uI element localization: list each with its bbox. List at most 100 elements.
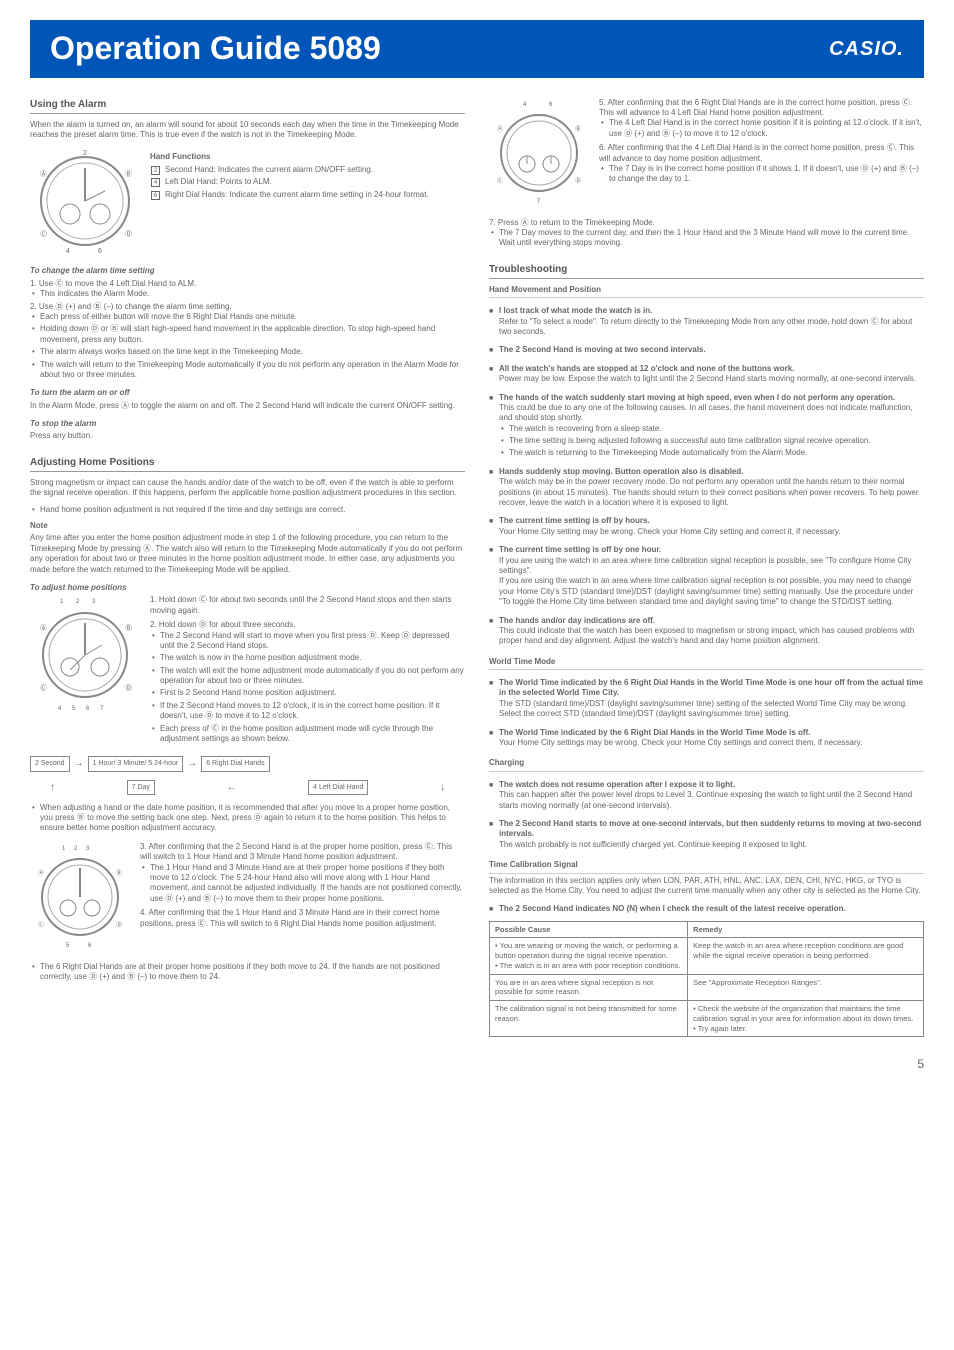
d5: 5. After confirming that the 6 Right Dia… xyxy=(599,98,924,119)
content-columns: Using the Alarm When the alarm is turned… xyxy=(30,98,924,1038)
a2b1: Each press of either button will move th… xyxy=(30,312,465,322)
r3c2: • Check the website of the organization … xyxy=(688,1001,924,1037)
q5: The current time setting is off by hours… xyxy=(489,516,924,526)
svg-text:Ⓑ: Ⓑ xyxy=(125,624,132,632)
q3a: This could be due to any one of the foll… xyxy=(489,403,924,424)
q7: The hands and/or day indications are off… xyxy=(489,616,924,626)
seq-hour-min: 1 Hour/ 3 Minute/ 5 24-hour xyxy=(88,756,184,771)
w1a: The STD (standard time)/DST (daylight sa… xyxy=(489,699,924,720)
svg-text:Ⓓ: Ⓓ xyxy=(116,921,122,929)
w1: The World Time indicated by the 6 Right … xyxy=(489,678,924,699)
q6: The current time setting is off by one h… xyxy=(489,545,924,555)
b1: In the Alarm Mode, press Ⓐ to toggle the… xyxy=(30,401,465,411)
q1: I lost track of what mode the watch is i… xyxy=(489,306,924,316)
q2: The 2 Second Hand is moving at two secon… xyxy=(489,345,924,355)
th-remedy: Remedy xyxy=(688,921,924,938)
q6b: If you are using the watch in an area wh… xyxy=(489,576,924,607)
tcs2: The 2 Second Hand indicates NO (N) when … xyxy=(489,904,924,914)
svg-text:1: 1 xyxy=(62,846,66,852)
svg-text:6: 6 xyxy=(549,102,553,108)
d5b1: The 4 Left Dial Hand is in the correct h… xyxy=(599,118,924,139)
d3b1: The 1 Hour Hand and 3 Minute Hand are at… xyxy=(140,863,465,905)
q3b1: The watch is recovering from a sleep sta… xyxy=(499,424,924,434)
adjusting-home-title: Adjusting Home Positions xyxy=(30,456,465,472)
seq-second: 2 Second xyxy=(30,756,70,771)
svg-text:Ⓓ: Ⓓ xyxy=(125,684,132,692)
a2b2: Holding down Ⓓ or Ⓑ will start high-spee… xyxy=(30,324,465,345)
a1b: This indicates the Alarm Mode. xyxy=(30,289,465,299)
change-alarm-subhead: To change the alarm time setting xyxy=(30,266,465,276)
foot-note: The 6 Right Dial Hands are at their prop… xyxy=(30,962,465,983)
turn-alarm-subhead: To turn the alarm on or off xyxy=(30,388,465,398)
hf-right-dial: 6Right Dial Hands: Indicate the current … xyxy=(150,190,429,200)
svg-text:2: 2 xyxy=(74,846,78,852)
ah-intro: Strong magnetism or impact can cause the… xyxy=(30,478,465,499)
right-column: 4 6 Ⓐ Ⓑ Ⓒ Ⓓ 7 5. After confirming that t… xyxy=(489,98,924,1038)
home-pos-watch-row: 1 2 3 Ⓐ Ⓑ Ⓒ Ⓓ 4 5 6 7 1. Hold down xyxy=(30,595,465,746)
a2b3: The alarm always works based on the time… xyxy=(30,347,465,357)
watch-diagram-1: 2 Ⓐ Ⓑ Ⓒ Ⓓ 4 6 xyxy=(30,146,140,256)
d4: 4. After confirming that the 1 Hour Hand… xyxy=(140,908,465,929)
tcs1: The information in this section applies … xyxy=(489,876,924,897)
time-cal-title: Time Calibration Signal xyxy=(489,860,924,873)
r1c2: Keep the watch in an area where receptio… xyxy=(688,938,924,974)
note-text: Any time after you enter the home positi… xyxy=(30,533,465,575)
c1a: This can happen after the power level dr… xyxy=(489,790,924,811)
d6b1: The 7 Day is in the correct home positio… xyxy=(599,164,924,185)
svg-text:Ⓐ: Ⓐ xyxy=(497,125,503,133)
table-row: • You are wearing or moving the watch, o… xyxy=(490,938,924,974)
q4: Hands suddenly stop moving. Button opera… xyxy=(489,467,924,477)
troubleshooting-title: Troubleshooting xyxy=(489,263,924,279)
banner-title: Operation Guide 5089 xyxy=(50,28,381,70)
confirm-watch-row: 123 Ⓐ Ⓑ Ⓒ Ⓓ 5 6 3. After confirming that… xyxy=(30,842,465,952)
charging-title: Charging xyxy=(489,758,924,771)
hf-second: 2Second Hand: Indicates the current alar… xyxy=(150,165,429,175)
d6: 6. After confirming that the 4 Left Dial… xyxy=(599,143,924,164)
q3: The hands of the watch suddenly start mo… xyxy=(489,393,924,403)
svg-text:6: 6 xyxy=(86,706,90,712)
r2c1: You are in an area where signal receptio… xyxy=(490,974,688,1001)
svg-text:2: 2 xyxy=(76,599,80,605)
d2: 2. Hold down Ⓓ for about three seconds. xyxy=(150,620,465,630)
hand-movement-title: Hand Movement and Position xyxy=(489,285,924,298)
d2b4: First is 2 Second Hand home position adj… xyxy=(150,688,465,698)
alarm-watch-row: 2 Ⓐ Ⓑ Ⓒ Ⓓ 4 6 Hand Functions 2Second Han… xyxy=(30,146,465,256)
watch-diagram-2: 1 2 3 Ⓐ Ⓑ Ⓒ Ⓓ 4 5 6 7 xyxy=(30,595,140,715)
a1: 1. Use Ⓒ to move the 4 Left Dial Hand to… xyxy=(30,279,465,289)
c2a: The watch probably is not sufficiently c… xyxy=(489,840,924,850)
svg-text:3: 3 xyxy=(92,599,96,605)
q6a: If you are using the watch in an area wh… xyxy=(489,556,924,577)
note-head: Note xyxy=(30,521,465,531)
svg-text:Ⓓ: Ⓓ xyxy=(575,177,581,185)
watch-diagram-4: 4 6 Ⓐ Ⓑ Ⓒ Ⓓ 7 xyxy=(489,98,589,208)
arrow-left-icon: ← xyxy=(227,781,237,794)
arrow-down-icon: ↓ xyxy=(440,781,445,794)
hf-left-dial: 4Left Dial Hand: Points to ALM. xyxy=(150,177,429,187)
right-steps: 5. After confirming that the 6 Right Dia… xyxy=(599,98,924,187)
hand-functions-title: Hand Functions xyxy=(150,152,429,162)
troubleshooting-table: Possible Cause Remedy • You are wearing … xyxy=(489,921,924,1038)
th-cause: Possible Cause xyxy=(490,921,688,938)
d2b6: Each press of Ⓒ in the home position adj… xyxy=(150,724,465,745)
world-time-title: World Time Mode xyxy=(489,657,924,670)
a2b4: The watch will return to the Timekeeping… xyxy=(30,360,465,381)
svg-text:Ⓑ: Ⓑ xyxy=(116,869,122,877)
d2b2: The watch is now in the home position ad… xyxy=(150,653,465,663)
q2b: All the watch's hands are stopped at 12 … xyxy=(489,364,924,374)
svg-text:Ⓐ: Ⓐ xyxy=(40,170,47,178)
table-row: The calibration signal is not being tran… xyxy=(490,1001,924,1037)
q5a: Your Home City setting may be wrong. Che… xyxy=(489,527,924,537)
q3b3: The watch is returning to the Timekeepin… xyxy=(499,448,924,458)
home-pos-steps: 1. Hold down Ⓒ for about two seconds unt… xyxy=(150,595,465,746)
c1: Press any button. xyxy=(30,431,465,441)
a2: 2. Use Ⓓ (+) and Ⓑ (–) to change the ala… xyxy=(30,302,465,312)
svg-text:Ⓐ: Ⓐ xyxy=(40,624,47,632)
sequence-diagram: 2 Second → 1 Hour/ 3 Minute/ 5 24-hour →… xyxy=(30,756,465,771)
svg-text:Ⓓ: Ⓓ xyxy=(125,230,132,238)
c1: The watch does not resume operation afte… xyxy=(489,780,924,790)
sequence-diagram-2: ↑ 7 Day ← 4 Left Dial Hand ↓ xyxy=(30,780,465,795)
seq-right-dial: 6 Right Dial Hands xyxy=(201,756,269,771)
svg-text:Ⓒ: Ⓒ xyxy=(40,684,47,692)
d2b3: The watch will exit the home adjustment … xyxy=(150,666,465,687)
casio-logo: CASIO. xyxy=(829,36,904,62)
